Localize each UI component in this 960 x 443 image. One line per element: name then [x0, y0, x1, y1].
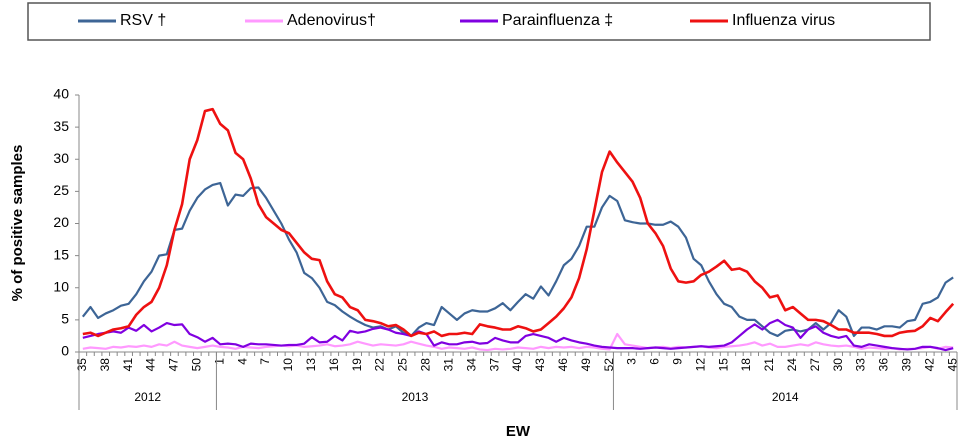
y-tick-label: 0	[61, 343, 69, 359]
x-tick-label: 46	[556, 358, 570, 372]
series-line	[81, 181, 954, 338]
x-tick-label: 10	[281, 358, 295, 372]
x-tick-label: 37	[487, 358, 501, 372]
x-tick-label: 1	[212, 358, 226, 365]
x-tick-label: 18	[739, 358, 753, 372]
x-tick-label: 4	[235, 358, 249, 365]
y-tick-label: 30	[53, 150, 69, 166]
x-tick-label: 39	[900, 358, 914, 372]
x-tick-label: 34	[464, 358, 478, 372]
y-tick-label: 40	[53, 86, 69, 102]
x-tick-label: 16	[327, 358, 341, 372]
y-axis-label: % of positive samples	[9, 145, 26, 302]
x-tick-label: 47	[167, 358, 181, 372]
y-tick-label: 5	[61, 311, 69, 327]
x-tick-label: 12	[693, 358, 707, 372]
y-tick-label: 10	[53, 278, 69, 294]
x-axis-label: EW	[506, 423, 531, 440]
y-tick-label: 15	[53, 246, 69, 262]
x-tick-label: 13	[304, 358, 318, 372]
x-tick-label: 28	[419, 358, 433, 372]
x-tick-label: 42	[922, 358, 936, 372]
x-tick-label: 49	[579, 358, 593, 372]
x-tick-label: 21	[762, 358, 776, 372]
x-tick-label: 19	[350, 358, 364, 372]
x-tick-label: 41	[121, 358, 135, 372]
y-tick-label: 25	[53, 182, 69, 198]
legend-label: Adenovirus†	[287, 12, 376, 29]
y-tick-label: 20	[53, 214, 69, 230]
x-tick-label: 27	[808, 358, 822, 372]
x-tick-label: 33	[854, 358, 868, 372]
group-label: 2013	[402, 390, 429, 404]
series-line	[82, 318, 954, 352]
legend-label: Influenza virus	[732, 12, 835, 29]
x-tick-label: 50	[190, 358, 204, 372]
x-tick-label: 3	[625, 358, 639, 365]
legend-label: Parainfluenza ‡	[502, 12, 613, 29]
group-label: 2012	[134, 390, 161, 404]
x-tick-label: 25	[396, 358, 410, 372]
x-tick-label: 24	[785, 358, 799, 372]
x-tick-label: 7	[258, 358, 272, 365]
series-line	[82, 332, 954, 352]
x-tick-label: 44	[144, 358, 158, 372]
x-tick-label: 9	[671, 358, 685, 365]
y-tick-label: 35	[53, 118, 69, 134]
group-label: 2014	[772, 390, 799, 404]
legend-label: RSV †	[120, 12, 166, 29]
x-tick-label: 45	[945, 358, 959, 372]
x-tick-label: 31	[441, 358, 455, 372]
x-tick-label: 36	[877, 358, 891, 372]
x-tick-label: 52	[602, 358, 616, 372]
x-tick-label: 30	[831, 358, 845, 372]
series-line	[82, 107, 955, 338]
x-tick-label: 43	[533, 358, 547, 372]
x-tick-label: 15	[716, 358, 730, 372]
x-tick-label: 6	[648, 358, 662, 365]
x-tick-label: 38	[98, 358, 112, 372]
x-tick-label: 22	[373, 358, 387, 372]
x-tick-label: 35	[75, 358, 89, 372]
x-tick-label: 40	[510, 358, 524, 372]
